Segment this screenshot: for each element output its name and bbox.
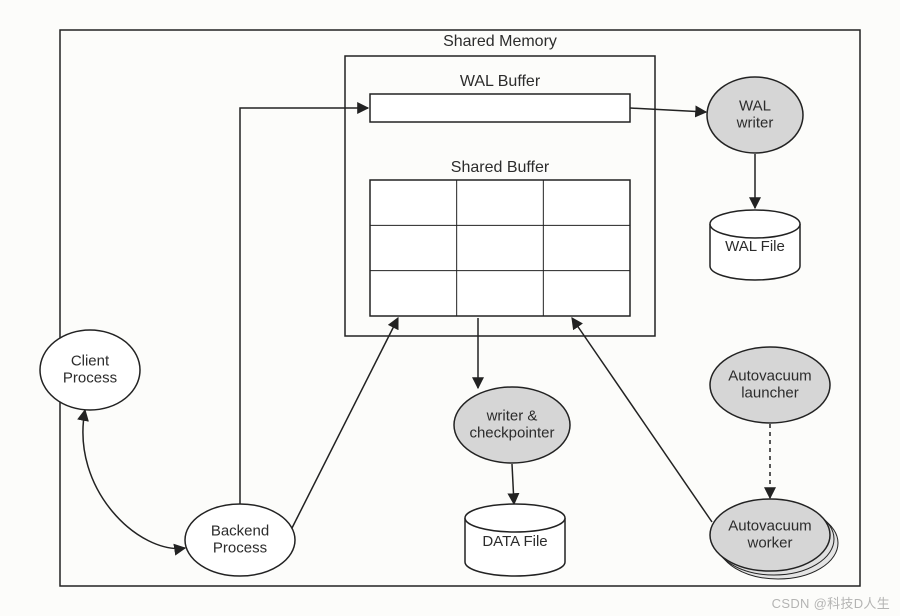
- svg-text:DATA File: DATA File: [482, 533, 547, 550]
- wal-buffer-box: [370, 94, 630, 122]
- backend_process-label: BackendProcess: [211, 522, 269, 556]
- svg-text:Autovacuum: Autovacuum: [728, 517, 811, 534]
- svg-text:WAL Buffer: WAL Buffer: [460, 73, 541, 90]
- edge-backend_process-shared_buffer_l: [292, 318, 398, 528]
- shared-memory-title: Shared Memory: [443, 33, 557, 50]
- shared-buffer-box: [370, 180, 630, 316]
- svg-text:checkpointer: checkpointer: [469, 424, 554, 441]
- edge-autovacuum_worker-shared_buffer_r: [572, 318, 712, 522]
- svg-text:writer &: writer &: [486, 407, 538, 424]
- data_file-label: DATA File: [482, 533, 547, 550]
- architecture-diagram: Shared Memory WAL Buffer Shared Buffer WAL …: [0, 0, 900, 616]
- edge-wal_buffer-wal_writer: [630, 108, 706, 112]
- edge-writer_checkpointer-data_file: [512, 464, 514, 504]
- svg-text:Process: Process: [63, 369, 117, 386]
- svg-text:Autovacuum: Autovacuum: [728, 367, 811, 384]
- edge-client_process-backend_process: [83, 410, 185, 549]
- client_process-label: ClientProcess: [63, 352, 117, 386]
- svg-text:Shared Memory: Shared Memory: [443, 33, 557, 50]
- wal_writer-label: WALwriter: [736, 97, 774, 131]
- svg-text:Client: Client: [71, 352, 110, 369]
- svg-text:Process: Process: [213, 539, 267, 556]
- svg-text:WAL: WAL: [739, 97, 771, 114]
- svg-text:writer: writer: [736, 114, 774, 131]
- svg-text:worker: worker: [746, 534, 792, 551]
- svg-text:launcher: launcher: [741, 384, 799, 401]
- svg-text:WAL File: WAL File: [725, 238, 785, 255]
- watermark: CSDN @科技D人生: [772, 593, 890, 612]
- edge-backend_process-wal_buffer: [240, 108, 368, 504]
- svg-text:Shared Buffer: Shared Buffer: [451, 159, 550, 176]
- shared-buffer-title: Shared Buffer: [451, 159, 550, 176]
- data_file-top: [465, 504, 565, 532]
- wal_file-label: WAL File: [725, 238, 785, 255]
- svg-text:Backend: Backend: [211, 522, 269, 539]
- wal-buffer-title: WAL Buffer: [460, 73, 541, 90]
- wal_file-top: [710, 210, 800, 238]
